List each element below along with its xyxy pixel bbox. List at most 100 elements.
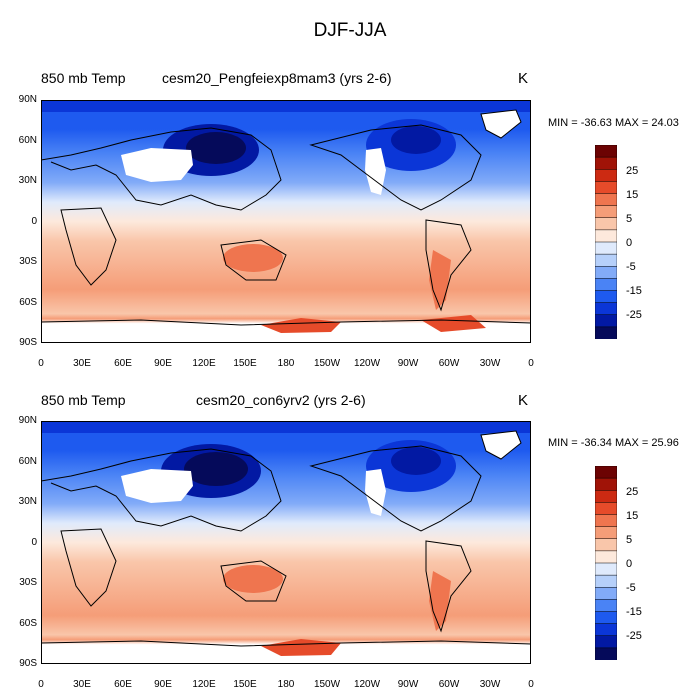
- colorbar-swatch: [595, 169, 617, 183]
- cb-label: 15: [626, 510, 639, 522]
- lon-tick: 120W: [353, 679, 381, 690]
- lat-tick: 60S: [19, 297, 37, 308]
- greenland-missing: [481, 110, 521, 138]
- page-title: DJF-JJA: [313, 20, 387, 41]
- cb-label: -25: [626, 630, 642, 642]
- cb-label: 25: [626, 165, 639, 177]
- lat-tick: 90S: [19, 658, 37, 669]
- rockies-missing: [365, 469, 386, 516]
- colorbar-swatch: [595, 205, 617, 219]
- lon-tick: 150W: [313, 358, 341, 369]
- lon-tick: 90E: [154, 679, 172, 690]
- colorbar-swatch: [595, 314, 617, 328]
- lon-tick: 150E: [233, 679, 257, 690]
- lat-tick: 30N: [18, 175, 37, 186]
- coastlines: [41, 430, 531, 647]
- lat-tick: 30S: [19, 577, 37, 588]
- colorbar-swatch: [595, 156, 617, 170]
- australia-warm: [223, 244, 283, 272]
- lon-tick: 0: [38, 679, 44, 690]
- max-value: 24.03: [651, 117, 679, 129]
- cb-label: -5: [626, 261, 636, 273]
- max-value: 25.96: [651, 437, 679, 449]
- lat-tick: 60N: [18, 135, 37, 146]
- lon-tick: 90W: [397, 679, 419, 690]
- lon-tick: 90E: [154, 358, 172, 369]
- lon-tick: 30E: [73, 358, 91, 369]
- colorbar-swatch: [595, 302, 617, 316]
- top-panel-variable: 850 mb Temp: [41, 70, 126, 86]
- colorbar-swatch: [595, 635, 617, 649]
- lat-tick: 90S: [19, 337, 37, 348]
- colorbar-swatch: [595, 562, 617, 576]
- lon-tick: 90W: [397, 358, 419, 369]
- colorbar-swatch: [595, 466, 617, 479]
- colorbar-swatch: [595, 611, 617, 625]
- colorbar-swatch: [595, 266, 617, 280]
- map-frame: [41, 100, 531, 343]
- tibet-missing: [121, 148, 193, 182]
- bottom-panel-variable: 850 mb Temp: [41, 392, 126, 408]
- min-value: -36.63: [580, 117, 612, 129]
- colorbar-swatch: [595, 278, 617, 292]
- colorbar-swatch: [595, 193, 617, 207]
- colorbar-swatch: [595, 599, 617, 613]
- colorbar-swatch: [595, 229, 617, 243]
- colorbar-swatch: [595, 587, 617, 601]
- min-label: MIN =: [548, 437, 578, 449]
- colorbar-swatch: [595, 490, 617, 504]
- colorbar-swatch: [595, 253, 617, 267]
- colorbar-swatch: [595, 526, 617, 540]
- colorbar-swatch: [595, 477, 617, 491]
- lat-tick: 60N: [18, 456, 37, 467]
- colorbar-swatch: [595, 241, 617, 255]
- bottom-colorbar: [595, 466, 617, 660]
- lon-tick: 60W: [438, 358, 460, 369]
- top-panel-case: cesm20_Pengfeiexp8mam3 (yrs 2-6): [162, 70, 392, 86]
- map-frame: [41, 421, 531, 664]
- siberia-cold-inner: [186, 132, 246, 164]
- colorbar-swatch: [595, 502, 617, 516]
- siberia-cold-inner: [184, 452, 248, 486]
- min-value: -36.34: [580, 437, 612, 449]
- colorbar-swatch: [595, 550, 617, 564]
- colorbar-swatch: [595, 290, 617, 304]
- lon-tick: 120W: [353, 358, 381, 369]
- cb-label: 5: [626, 213, 633, 225]
- lon-tick: 30W: [479, 358, 501, 369]
- arctic-band: [41, 100, 531, 112]
- cb-label: 25: [626, 486, 639, 498]
- top-map: [41, 100, 531, 343]
- lon-tick: 120E: [192, 358, 216, 369]
- max-label: MAX =: [614, 437, 649, 449]
- lon-tick: 0: [528, 679, 534, 690]
- colorbar-swatch: [595, 217, 617, 231]
- lon-tick: 60W: [438, 679, 460, 690]
- cb-label: 0: [626, 237, 633, 249]
- coastlines: [41, 109, 531, 326]
- colorbar-swatch: [595, 181, 617, 195]
- top-colorbar: [595, 145, 617, 339]
- lon-tick: 60E: [114, 679, 132, 690]
- antarctic-warm: [261, 318, 341, 333]
- cb-label: -5: [626, 582, 636, 594]
- lon-tick: 180: [277, 679, 295, 690]
- colorbar-swatch: [595, 538, 617, 552]
- colorbar-swatch: [595, 326, 617, 339]
- cb-label: -15: [626, 606, 642, 618]
- cb-label: -15: [626, 285, 642, 297]
- bottom-panel-case: cesm20_con6yrv2 (yrs 2-6): [196, 392, 366, 408]
- lon-tick: 120E: [192, 679, 216, 690]
- antarctic-warm-2: [421, 315, 486, 332]
- bottom-panel-units: K: [518, 392, 529, 409]
- lon-tick: 0: [38, 358, 44, 369]
- lon-tick: 60E: [114, 358, 132, 369]
- namerica-cold-inner: [391, 126, 441, 154]
- min-label: MIN =: [548, 117, 578, 129]
- namerica-cold-inner: [391, 447, 441, 475]
- lat-tick: 90N: [18, 94, 37, 105]
- lat-tick: 0: [31, 216, 37, 227]
- lat-tick: 30S: [19, 256, 37, 267]
- map-background: [41, 100, 531, 343]
- bottom-panel-minmax: MIN = -36.34 MAX = 25.96: [548, 437, 679, 449]
